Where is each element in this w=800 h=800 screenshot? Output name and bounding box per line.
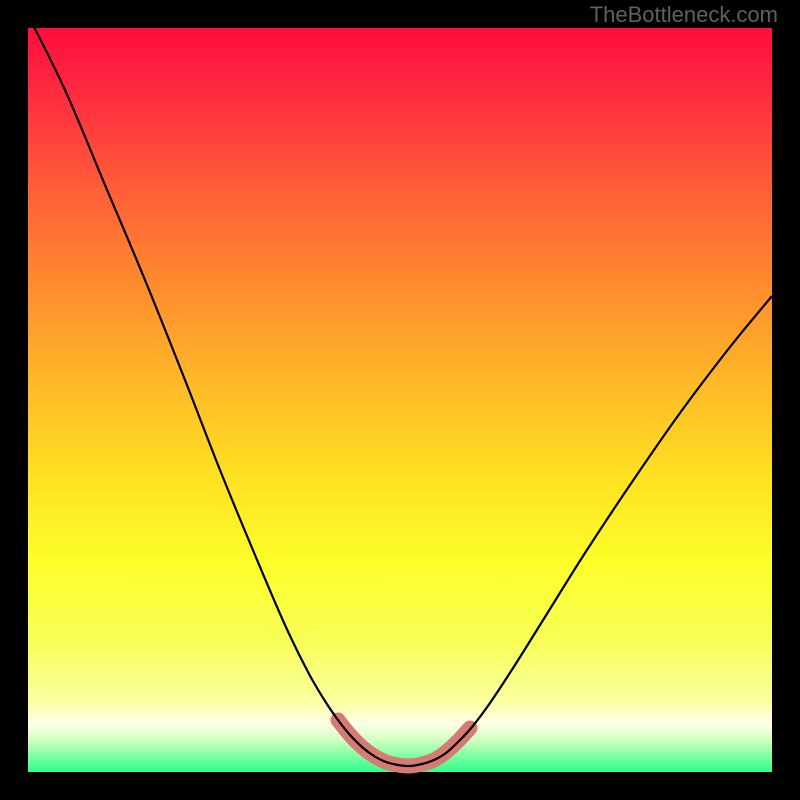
chart-svg: [0, 0, 800, 800]
chart-stage: TheBottleneck.com: [0, 0, 800, 800]
plot-background: [28, 28, 772, 772]
watermark-text: TheBottleneck.com: [590, 2, 778, 28]
